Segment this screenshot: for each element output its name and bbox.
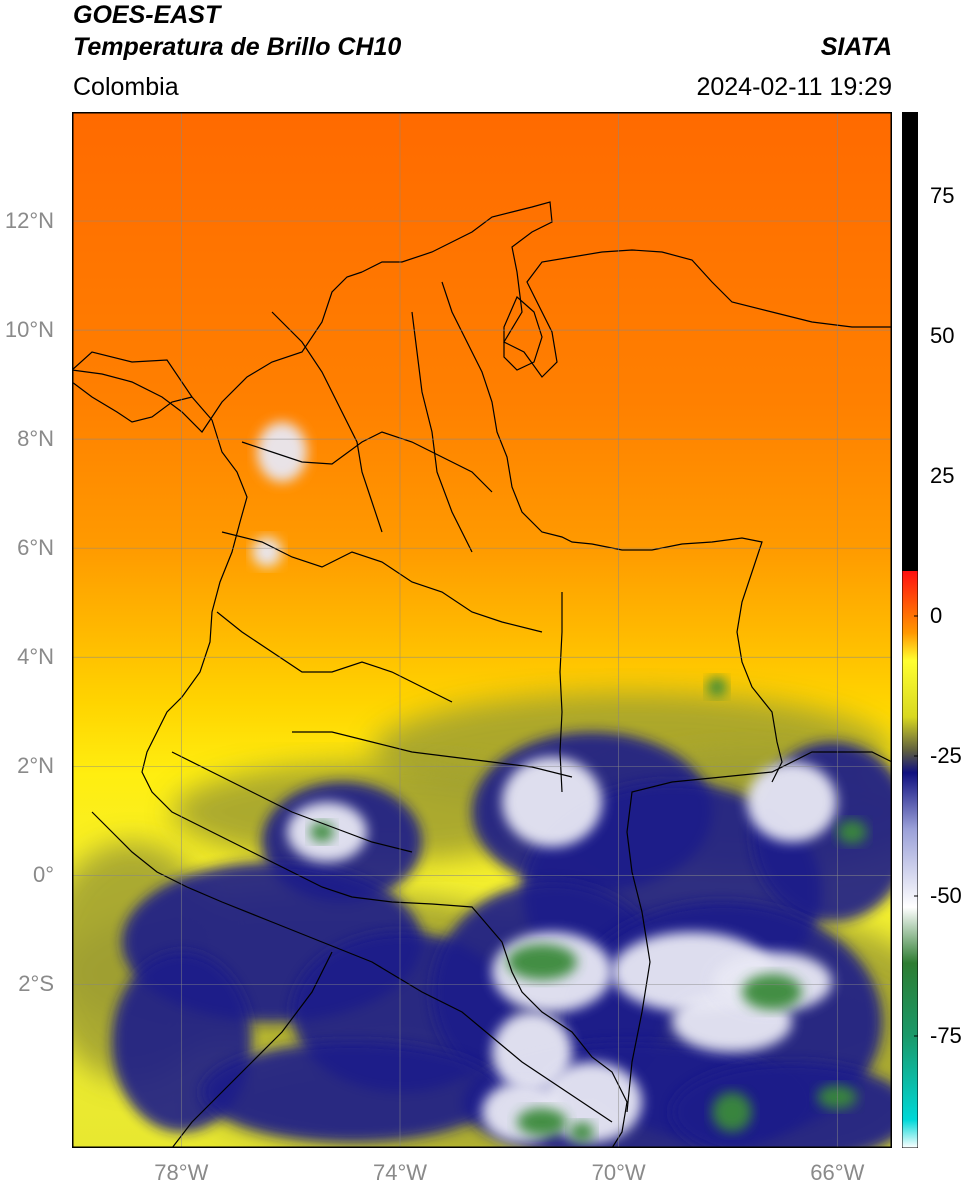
colombia-venezuela-border xyxy=(441,281,783,783)
cloud-layer xyxy=(72,422,892,1148)
source-label: SIATA xyxy=(820,33,892,61)
internal-division-6 xyxy=(559,592,563,793)
venezuela-coast xyxy=(361,201,892,378)
internal-division-4 xyxy=(271,311,383,533)
lon-tick-label: 74°W xyxy=(372,1160,428,1185)
colorbar-tick-label: 25 xyxy=(930,463,955,488)
boundaries xyxy=(72,201,892,1148)
map-frame xyxy=(72,112,892,1148)
lat-tick-label: 12°N xyxy=(4,208,54,234)
datetime-label: 2024-02-11 19:29 xyxy=(696,73,892,101)
cloud-blob xyxy=(257,422,307,482)
cloud-blob xyxy=(747,762,837,842)
cloud-blob xyxy=(492,1012,572,1092)
cloud-blob xyxy=(712,1092,752,1132)
peru-brazil-border xyxy=(171,951,333,1148)
brazil-venezuela-border xyxy=(626,751,892,1113)
colorbar-ramp xyxy=(902,112,918,1148)
colorbar-ticks xyxy=(914,195,918,1037)
lat-tick-label: 2°S xyxy=(18,971,54,997)
cloud-blob xyxy=(742,974,802,1010)
colorbar xyxy=(902,112,918,1148)
panama-coast xyxy=(72,381,193,423)
colorbar-tick-label: 75 xyxy=(930,183,955,208)
internal-division-3 xyxy=(216,611,453,703)
cloud-blob xyxy=(507,944,577,980)
lat-tick-label: 8°N xyxy=(17,426,54,452)
cloud-blob xyxy=(707,677,727,697)
lat-tick-label: 2°N xyxy=(17,753,54,779)
internal-division-8 xyxy=(171,751,413,853)
product-title: Temperatura de Brillo CH10 xyxy=(73,33,402,61)
lat-tick-label: 6°N xyxy=(17,535,54,561)
ecuador-peru-border xyxy=(91,811,613,1123)
satellite-map xyxy=(72,112,892,1148)
cloud-blob xyxy=(570,1122,594,1142)
cloud-blob xyxy=(202,1042,502,1142)
colorbar-tick-label: -25 xyxy=(930,743,962,768)
graticule xyxy=(72,112,892,1148)
cloud-blob xyxy=(310,822,334,842)
satellite-title: GOES-EAST xyxy=(73,1,221,29)
colombia-coast xyxy=(72,271,363,433)
colombia-border xyxy=(72,351,628,1148)
colorbar-tick-label: 0 xyxy=(930,603,943,628)
cloud-blob xyxy=(502,757,602,847)
colorbar-tick-label: 50 xyxy=(930,323,955,348)
lat-tick-label: 10°N xyxy=(4,317,54,343)
cloud-blob xyxy=(837,820,867,844)
internal-division-5 xyxy=(411,311,473,553)
colorbar-tick-label: -75 xyxy=(930,1023,962,1048)
cloud-blob xyxy=(252,537,282,567)
lon-tick-label: 66°W xyxy=(810,1160,865,1185)
lat-tick-label: 0° xyxy=(32,862,54,888)
map-panel xyxy=(72,112,892,1148)
lon-tick-label: 78°W xyxy=(154,1160,209,1185)
cloud-blob xyxy=(517,1108,567,1136)
lake-maracaibo xyxy=(503,296,543,371)
internal-division-2 xyxy=(221,531,543,633)
lat-tick-label: 4°N xyxy=(17,644,54,670)
region-label: Colombia xyxy=(73,73,179,101)
lon-tick-label: 70°W xyxy=(591,1160,646,1185)
internal-division-1 xyxy=(241,431,493,493)
colorbar-tick-label: -50 xyxy=(930,883,962,908)
